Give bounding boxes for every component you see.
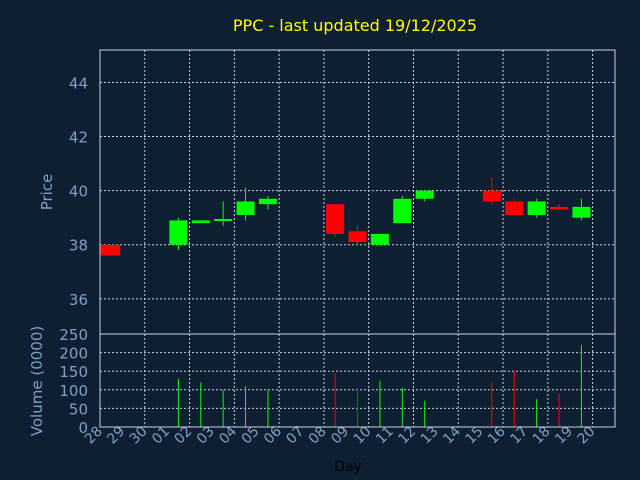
candle-body (393, 198, 412, 224)
x-axis-label: Day (334, 459, 362, 475)
volume-bars (177, 345, 582, 427)
candle-body (482, 190, 501, 202)
price-panel-frame (99, 49, 616, 335)
volume-tick-label: 0 (78, 419, 88, 437)
price-tick-label: 42 (69, 129, 88, 147)
price-tick-label: 36 (69, 291, 88, 309)
volume-tick-label: 150 (59, 363, 88, 381)
candle-body (214, 219, 233, 222)
price-gridlines (100, 50, 615, 334)
candle-body (236, 201, 255, 215)
price-axis-label: Price (38, 174, 56, 211)
volume-axis-label: Volume (0000) (28, 326, 46, 436)
volume-tick-label: 50 (69, 400, 88, 418)
candle-body (415, 190, 434, 199)
volume-tick-label: 200 (59, 345, 88, 363)
price-tick-label: 40 (69, 183, 88, 201)
price-tick-labels: 36 38 40 42 44 (69, 74, 88, 308)
candle-body (505, 201, 524, 215)
candle-body (550, 206, 569, 210)
price-tick-label: 44 (69, 74, 88, 92)
candle-body (100, 244, 121, 256)
volume-panel-frame (99, 333, 616, 428)
candles (100, 177, 591, 256)
candle-body (572, 206, 591, 218)
candle-body (370, 233, 389, 245)
volume-tick-label: 100 (59, 382, 88, 400)
chart-title: PPC - last updated 19/12/2025 (233, 16, 477, 35)
candle-body (527, 201, 546, 215)
candle-body (326, 204, 345, 234)
candle-body (258, 198, 277, 205)
price-tick-label: 38 (69, 237, 88, 255)
candle-body (191, 220, 210, 224)
candle-body (169, 220, 188, 245)
volume-tick-label: 250 (59, 326, 88, 344)
candle-body (348, 231, 367, 243)
